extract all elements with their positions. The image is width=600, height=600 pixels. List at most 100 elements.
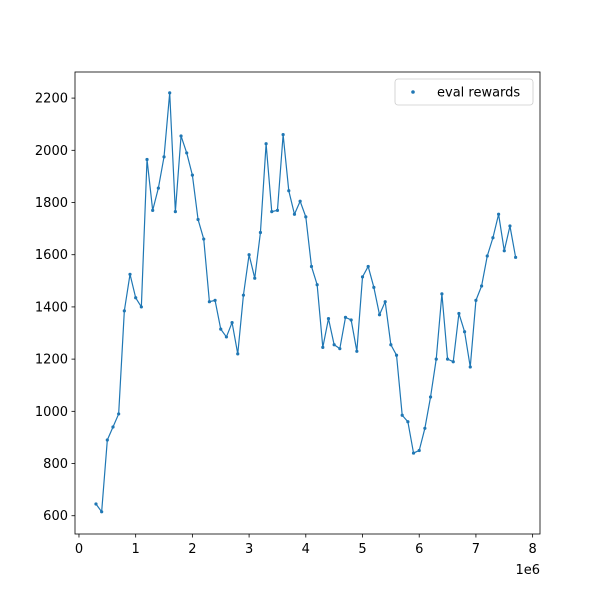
data-point (389, 343, 393, 347)
data-point (185, 151, 189, 155)
data-point (162, 155, 166, 159)
data-point (173, 210, 177, 214)
data-point (377, 313, 382, 317)
data-point (428, 395, 433, 399)
data-point (224, 335, 229, 339)
legend: eval rewards (394, 78, 534, 106)
data-point (360, 275, 365, 279)
series-layer (94, 91, 518, 514)
data-point (264, 142, 268, 146)
data-point (423, 426, 427, 430)
data-point (440, 292, 444, 296)
data-point (474, 298, 478, 302)
x-tick-label: 6 (415, 542, 423, 557)
legend-box (394, 78, 534, 106)
data-point (457, 311, 461, 316)
data-point (196, 217, 200, 222)
data-point (514, 255, 518, 259)
data-point (145, 157, 149, 162)
data-point (151, 208, 155, 212)
data-point (258, 230, 263, 235)
data-point (128, 272, 132, 276)
y-tick-label: 1800 (35, 196, 68, 211)
data-point (100, 510, 104, 514)
data-point (434, 357, 438, 361)
y-tick-label: 2200 (35, 92, 68, 107)
data-point (315, 283, 319, 287)
data-point (326, 317, 331, 321)
data-point (383, 300, 387, 304)
data-point (479, 284, 484, 288)
data-point (247, 253, 251, 257)
x-tick-label: 0 (75, 542, 83, 557)
data-point (298, 199, 302, 203)
data-point (508, 224, 512, 228)
data-point (485, 254, 489, 258)
data-point (406, 420, 410, 424)
data-point (168, 91, 172, 95)
y-tick-label: 1000 (35, 405, 68, 420)
data-point (111, 425, 115, 429)
data-point (241, 293, 246, 297)
data-point (179, 134, 183, 138)
data-point (309, 264, 314, 269)
data-point (338, 347, 342, 351)
legend-marker (411, 90, 415, 94)
y-tick-label: 800 (43, 457, 68, 472)
x-tick-label: 3 (245, 542, 253, 557)
data-point (372, 285, 376, 289)
y-axis: 600 800 1000 1200 1400 1600 1800 2000 2200 (35, 92, 75, 524)
data-point (190, 173, 194, 177)
x-tick-label: 7 (472, 542, 480, 557)
data-point (156, 186, 160, 190)
x-axis: 0 1 2 3 4 5 6 7 8 (75, 534, 537, 557)
data-point (230, 320, 234, 325)
data-point (462, 330, 467, 334)
data-point (332, 343, 336, 347)
data-point (366, 264, 370, 269)
data-point (321, 345, 325, 349)
data-point (394, 353, 399, 357)
x-tick-label: 4 (302, 542, 310, 557)
legend-label: eval rewards (437, 86, 520, 101)
data-point (219, 327, 223, 331)
y-tick-label: 1400 (35, 300, 68, 315)
data-point (400, 413, 404, 417)
y-tick-label: 1600 (35, 248, 68, 263)
data-point (417, 448, 421, 453)
data-point (270, 210, 274, 214)
data-point (497, 212, 501, 216)
data-point (502, 249, 506, 253)
x-tick-label: 1 (132, 542, 140, 557)
data-point (292, 212, 297, 216)
data-point (451, 360, 455, 364)
data-point (491, 236, 495, 240)
y-tick-label: 600 (43, 509, 68, 524)
data-point (134, 296, 138, 300)
data-point (213, 298, 217, 302)
data-point (281, 133, 285, 137)
data-point (105, 438, 109, 442)
data-point (253, 276, 257, 280)
data-point (207, 300, 211, 304)
data-point (349, 318, 353, 322)
data-point (94, 502, 98, 506)
data-point (355, 349, 359, 353)
data-point (445, 357, 450, 361)
y-tick-label: 2000 (35, 144, 68, 159)
data-point (139, 305, 143, 309)
data-point (275, 208, 280, 212)
plot-area (75, 72, 540, 534)
data-point (468, 365, 472, 369)
data-point (287, 189, 291, 193)
data-point (343, 315, 348, 319)
data-point (117, 412, 121, 416)
data-point (236, 352, 240, 356)
data-point (202, 237, 206, 241)
axes-frame (74, 71, 541, 535)
x-tick-label: 8 (528, 542, 536, 557)
data-point (122, 309, 126, 313)
y-tick-label: 1200 (35, 353, 68, 368)
data-point (411, 451, 416, 455)
